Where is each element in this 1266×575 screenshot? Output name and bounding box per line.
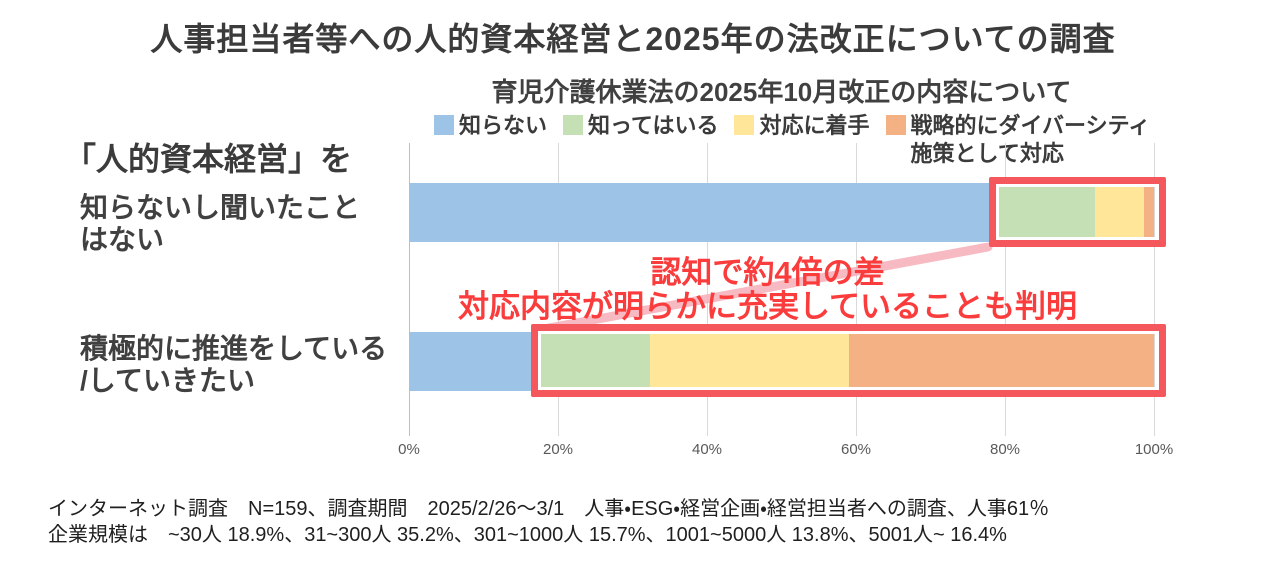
legend-label: 対応に着手 xyxy=(759,113,870,138)
legend-swatch-icon xyxy=(885,115,906,135)
highlight-box-2 xyxy=(531,324,1166,397)
x-tick-label-20%: 20% xyxy=(542,441,574,458)
gridline-100% xyxy=(1154,143,1155,436)
bar-label-1: 知らないし聞いたこと はない xyxy=(80,192,361,256)
bar-segment-戦略的にダイバーシティ施策として対応 xyxy=(1144,183,1154,242)
bar-segment-対応に着手 xyxy=(1095,183,1145,242)
x-tick-label-80%: 80% xyxy=(989,441,1021,458)
category-group-heading: 「人的資本経営」を xyxy=(64,141,353,177)
page-title: 人事担当者等への人的資本経営と2025年の法改正についての調査 xyxy=(150,21,1116,57)
bar-label-2: 積極的に推進をしている /していきたい xyxy=(80,333,388,397)
bar-segment-対応に着手 xyxy=(649,332,849,391)
x-tick-label-100%: 100% xyxy=(1134,441,1174,458)
gridline-0% xyxy=(409,143,410,436)
chart-title: 育児介護休業法の2025年10月改正の内容について xyxy=(491,77,1072,107)
legend-swatch-icon xyxy=(734,115,755,135)
legend-swatch-icon xyxy=(434,115,454,135)
annotation-line-1: 認知で約4倍の差 xyxy=(650,255,885,290)
legend-label: 知らない xyxy=(459,113,548,138)
legend-item-知らない: 知らない xyxy=(434,112,547,140)
chart-legend: 知らない 知ってはいる 対応に着手 戦略的にダイバーシティ 施策として対応 xyxy=(434,112,1150,167)
highlight-box-1 xyxy=(989,177,1166,247)
annotation-line-2: 対応内容が明らかに充実していることも判明 xyxy=(457,289,1078,324)
footnote-line-1: インターネット調査 N=159、調査期間 2025/2/26～3/1 人事・ES… xyxy=(48,498,1050,520)
bar-segment-知らない xyxy=(409,183,998,242)
bar-segment-戦略的にダイバーシティ施策として対応 xyxy=(848,332,1154,391)
gridline-20% xyxy=(558,143,559,436)
gridline-40% xyxy=(707,143,708,436)
x-tick-label-40%: 40% xyxy=(691,441,723,458)
bar-row-1 xyxy=(409,183,1154,242)
footnote-line-2: 企業規模は ~30人 18.9%、31~300人 35.2%、301~1000人… xyxy=(48,524,1007,547)
legend-item-対応に着手: 対応に着手 xyxy=(734,112,870,140)
x-tick-label-60%: 60% xyxy=(840,441,872,458)
gridline-80% xyxy=(1005,143,1006,436)
x-tick-label-0%: 0% xyxy=(398,441,420,458)
legend-item-知ってはいる: 知ってはいる xyxy=(563,112,718,140)
gridline-60% xyxy=(856,143,857,436)
survey-footnote: インターネット調査 N=159、調査期間 2025/2/26～3/1 人事・ES… xyxy=(48,496,1049,549)
bar-row-2 xyxy=(409,332,1154,391)
legend-label: 戦略的にダイバーシティ 施策として対応 xyxy=(910,113,1151,166)
legend-label: 知ってはいる xyxy=(588,113,719,138)
bar-segment-知ってはいる xyxy=(532,332,650,391)
legend-swatch-icon xyxy=(563,115,584,135)
bar-segment-知らない xyxy=(409,332,533,391)
legend-item-戦略的にダイバーシティ施策として対応: 戦略的にダイバーシティ 施策として対応 xyxy=(885,112,1151,167)
bar-segment-知ってはいる xyxy=(997,183,1096,242)
